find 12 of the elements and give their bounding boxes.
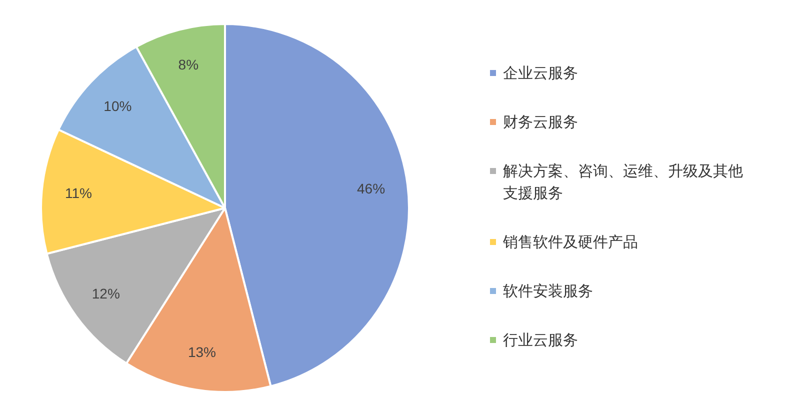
- data-label: 11%: [64, 185, 92, 202]
- data-label: 10%: [104, 98, 132, 114]
- data-label: 12%: [92, 285, 120, 302]
- data-label: 46%: [357, 180, 386, 196]
- legend-label: 财务云服务: [503, 112, 579, 133]
- data-label: 8%: [178, 56, 199, 72]
- legend-label: 行业云服务: [503, 330, 579, 351]
- data-label: 13%: [188, 344, 216, 360]
- legend-label: 企业云服务: [503, 63, 579, 84]
- legend-label: 销售软件及硬件产品: [503, 232, 639, 253]
- legend-label: 解决方案、咨询、运维、升级及其他支援服务: [503, 161, 744, 204]
- legend-label: 软件安装服务: [503, 281, 594, 302]
